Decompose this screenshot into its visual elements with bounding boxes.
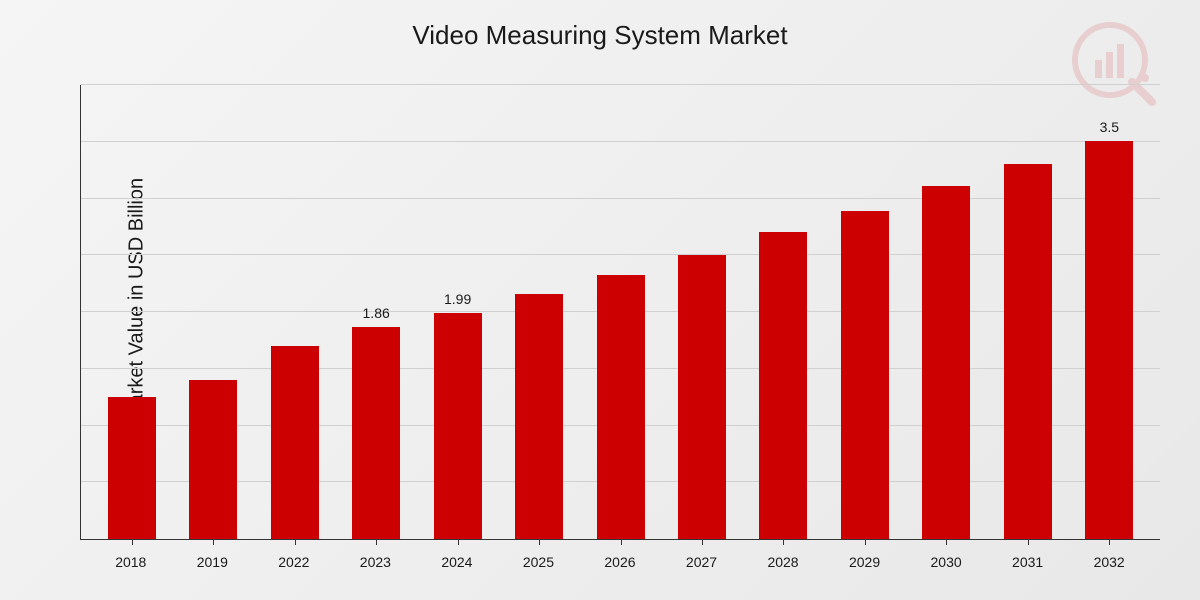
chart-title: Video Measuring System Market: [412, 20, 787, 51]
x-axis-label: 2025: [498, 554, 580, 570]
x-tick: [376, 539, 377, 545]
bar: [271, 346, 319, 539]
x-axis-label: 2026: [579, 554, 661, 570]
bar: [1085, 141, 1133, 539]
bar-group: [580, 275, 661, 539]
bar-group: [498, 294, 579, 539]
bar-group: [254, 346, 335, 539]
bar-group: 1.99: [417, 313, 498, 539]
x-tick: [946, 539, 947, 545]
x-axis-label: 2027: [661, 554, 743, 570]
bar: [189, 380, 237, 539]
x-axis-label: 2030: [905, 554, 987, 570]
bar-group: 3.5: [1069, 141, 1150, 539]
bar: [922, 186, 970, 539]
x-tick: [702, 539, 703, 545]
x-axis-label: 2031: [987, 554, 1069, 570]
bar-group: [172, 380, 253, 539]
bar-group: [824, 211, 905, 539]
x-tick: [132, 539, 133, 545]
bar-group: [661, 255, 742, 539]
bar-group: [743, 232, 824, 539]
bars-container: 1.861.993.5: [81, 85, 1160, 539]
x-tick: [295, 539, 296, 545]
x-tick: [539, 539, 540, 545]
bar: [108, 397, 156, 539]
bar-group: 1.86: [335, 327, 416, 539]
x-tick: [783, 539, 784, 545]
x-tick: [621, 539, 622, 545]
bar: [515, 294, 563, 539]
bar: [678, 255, 726, 539]
x-axis-labels: 2018201920222023202420252026202720282029…: [80, 554, 1160, 570]
bar-group: [91, 397, 172, 539]
bar: [759, 232, 807, 539]
x-axis-label: 2024: [416, 554, 498, 570]
bar: [352, 327, 400, 539]
x-axis-label: 2032: [1068, 554, 1150, 570]
bar-group: [906, 186, 987, 539]
x-axis-label: 2018: [90, 554, 172, 570]
bar-value-label: 1.99: [444, 291, 471, 313]
x-tick: [1109, 539, 1110, 545]
x-tick: [213, 539, 214, 545]
bar: [841, 211, 889, 539]
chart-container: Video Measuring System Market Market Val…: [0, 0, 1200, 600]
bar: [434, 313, 482, 539]
x-axis-label: 2023: [335, 554, 417, 570]
bar-value-label: 3.5: [1100, 119, 1119, 141]
x-axis-label: 2029: [824, 554, 906, 570]
x-tick: [865, 539, 866, 545]
x-axis-label: 2028: [742, 554, 824, 570]
x-axis-label: 2022: [253, 554, 335, 570]
bar-value-label: 1.86: [363, 305, 390, 327]
x-axis-label: 2019: [172, 554, 254, 570]
bar: [1004, 164, 1052, 539]
plot-area: 1.861.993.5: [80, 85, 1160, 540]
x-tick: [1028, 539, 1029, 545]
bar-group: [987, 164, 1068, 539]
bar: [597, 275, 645, 539]
x-tick: [458, 539, 459, 545]
